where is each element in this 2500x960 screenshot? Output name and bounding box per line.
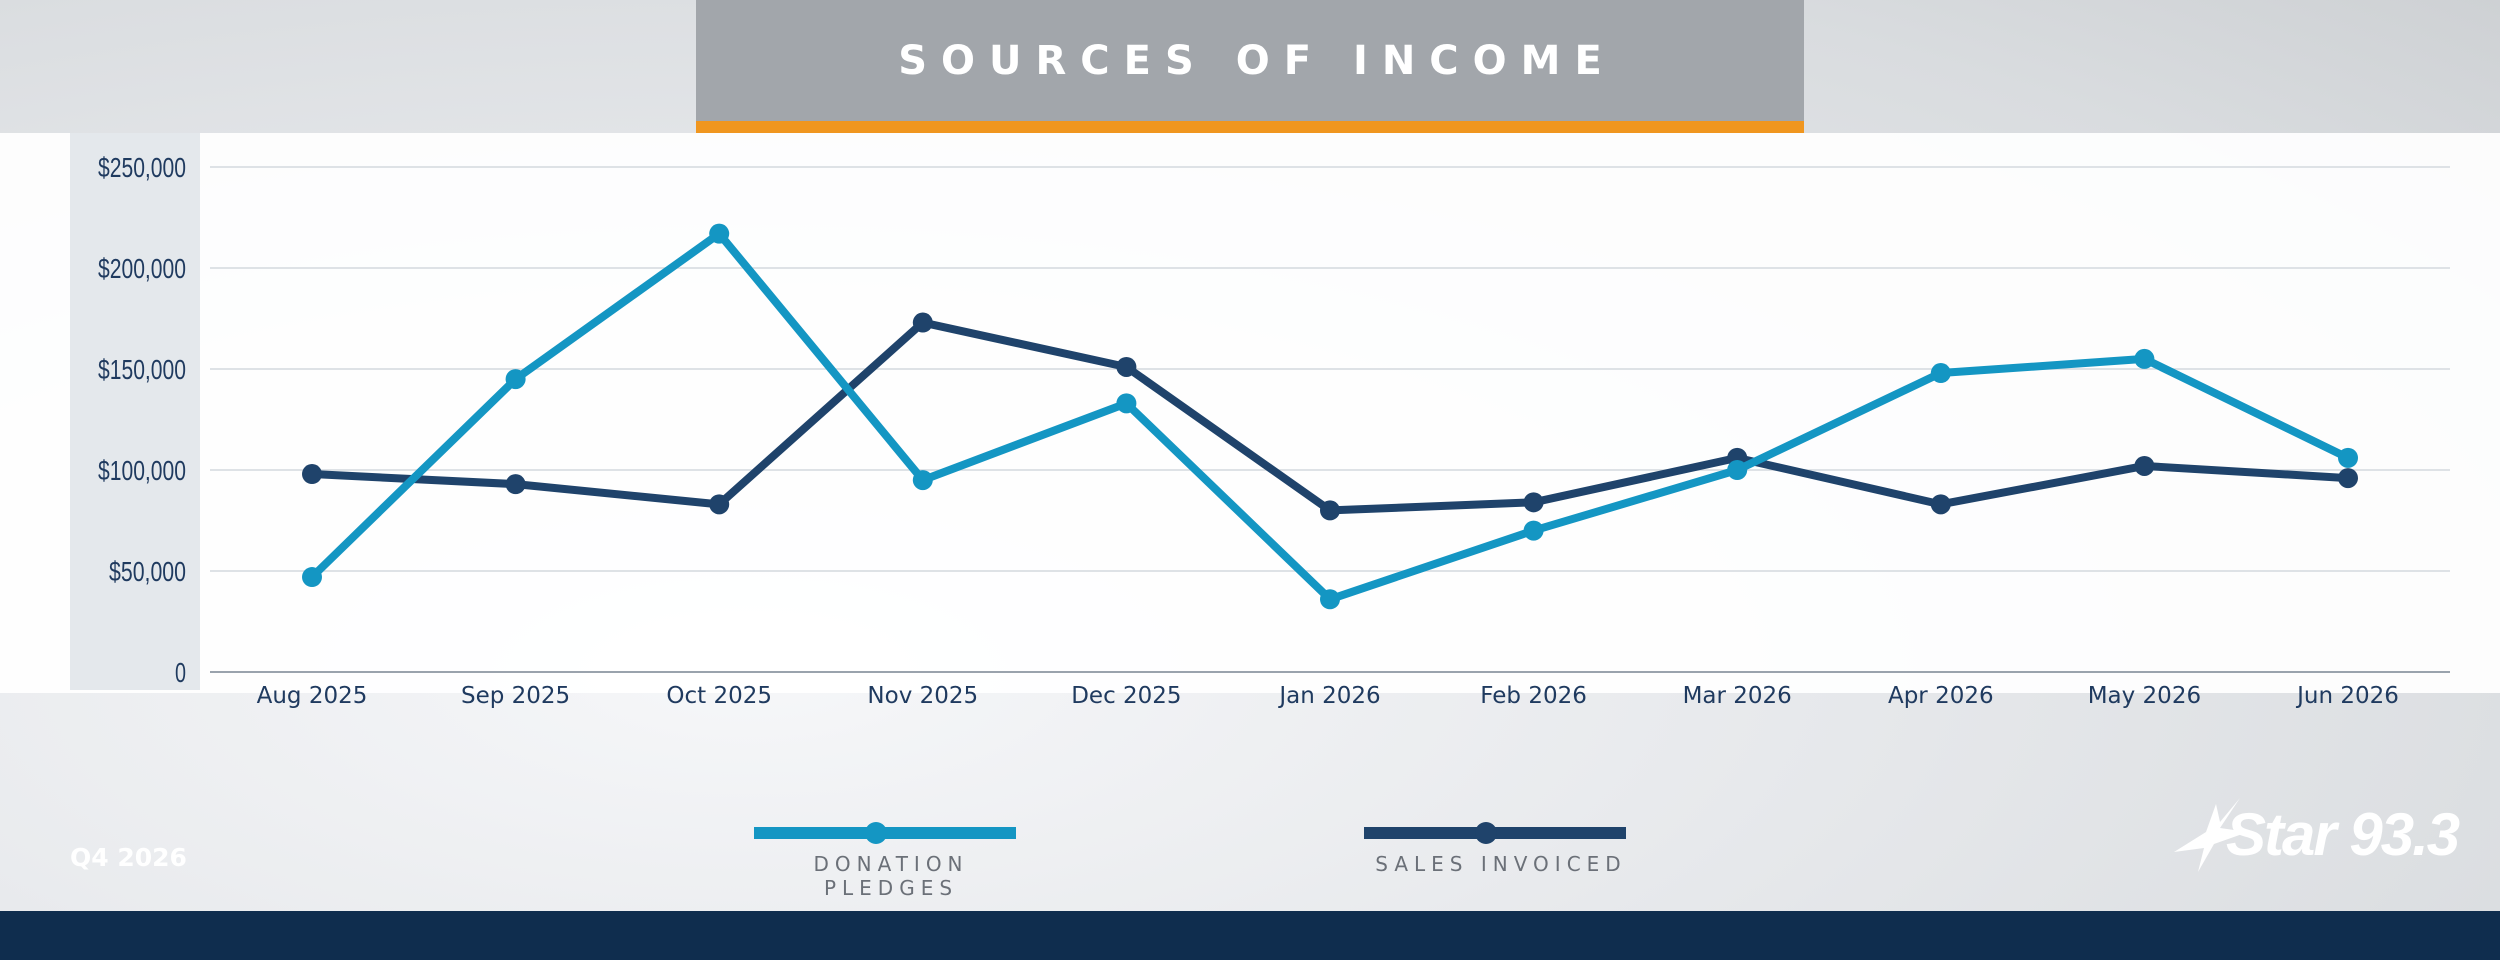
chart-title: SOURCES OF INCOME [898, 37, 1616, 84]
legend-item-donation-pledges: DONATION PLEDGES [746, 818, 1016, 900]
legend-label-donation-pledges: DONATION PLEDGES [813, 852, 969, 900]
x-tick-label: Aug 2025 [257, 683, 368, 709]
star-icon [2174, 798, 2248, 872]
data-point-sales-invoiced [505, 474, 526, 495]
x-tick-label: Sep 2025 [461, 683, 570, 709]
y-tick-label: $100,000 [98, 455, 186, 486]
x-tick-label: Dec 2025 [1071, 683, 1181, 709]
series-layer [302, 223, 2358, 610]
y-axis-ticks: 0 $50,000 $100,000 $150,000 $200,000 $250,000 [98, 152, 186, 688]
data-point-sales-invoiced [2338, 468, 2358, 489]
quarter-label: Q4 2026 [70, 843, 187, 872]
series-line-sales-invoiced [308, 318, 2352, 515]
data-point-donation-pledges [1930, 363, 1951, 384]
x-tick-label: Apr 2026 [1888, 683, 1994, 709]
title-bar: SOURCES OF INCOME [696, 0, 1804, 133]
x-tick-label: Nov 2025 [867, 683, 978, 709]
logo-text: Star 93.3 [2226, 801, 2460, 868]
data-point-donation-pledges [1320, 589, 1340, 610]
plot-panel [0, 133, 2500, 693]
y-tick-label: $50,000 [109, 556, 186, 587]
legend-item-sales-invoiced: SALES INVOICED [1356, 818, 1626, 898]
data-point-sales-invoiced [1116, 356, 1137, 377]
data-point-sales-invoiced [1930, 494, 1951, 515]
y-tick-label: 0 [175, 657, 186, 688]
series-donation-pledges [302, 223, 2358, 610]
data-point-donation-pledges [2134, 348, 2155, 369]
data-point-sales-invoiced [302, 464, 322, 485]
y-axis-panel [70, 133, 200, 690]
data-point-donation-pledges [302, 567, 322, 588]
x-tick-label: Feb 2026 [1480, 683, 1587, 709]
y-tick-label: $150,000 [98, 354, 186, 385]
data-point-donation-pledges [912, 470, 933, 491]
legend-label-sales-invoiced: SALES INVOICED [1375, 852, 1627, 876]
data-point-sales-invoiced [912, 312, 933, 333]
series-line-donation-pledges [308, 229, 2352, 604]
x-tick-label: Mar 2026 [1683, 683, 1792, 709]
series-sales-invoiced [302, 312, 2358, 521]
data-point-sales-invoiced [2134, 455, 2155, 476]
station-logo: Star 93.3 [2170, 792, 2460, 878]
gridlines [210, 166, 2450, 673]
legend-swatch-donation-pledges [754, 818, 1016, 848]
x-tick-label: May 2026 [2088, 683, 2201, 709]
data-point-sales-invoiced [1320, 500, 1340, 521]
legend-swatch-sales-invoiced [1364, 818, 1626, 848]
x-tick-label: Oct 2025 [666, 683, 772, 709]
data-point-donation-pledges [2338, 447, 2358, 468]
data-point-donation-pledges [1523, 520, 1544, 541]
data-point-donation-pledges [1116, 393, 1137, 414]
data-point-donation-pledges [709, 223, 730, 244]
x-tick-label: Jun 2026 [2295, 683, 2399, 709]
y-tick-label: $200,000 [98, 253, 186, 284]
data-point-sales-invoiced [709, 494, 730, 515]
x-tick-label: Jan 2026 [1277, 683, 1380, 709]
data-point-donation-pledges [1727, 460, 1748, 480]
data-point-sales-invoiced [1523, 492, 1544, 513]
y-tick-label: $250,000 [98, 152, 186, 183]
data-point-donation-pledges [505, 369, 526, 390]
x-axis-ticks: Aug 2025 Sep 2025 Oct 2025 Nov 2025 Dec 2025… [257, 683, 2399, 709]
footer-band [0, 911, 2500, 960]
